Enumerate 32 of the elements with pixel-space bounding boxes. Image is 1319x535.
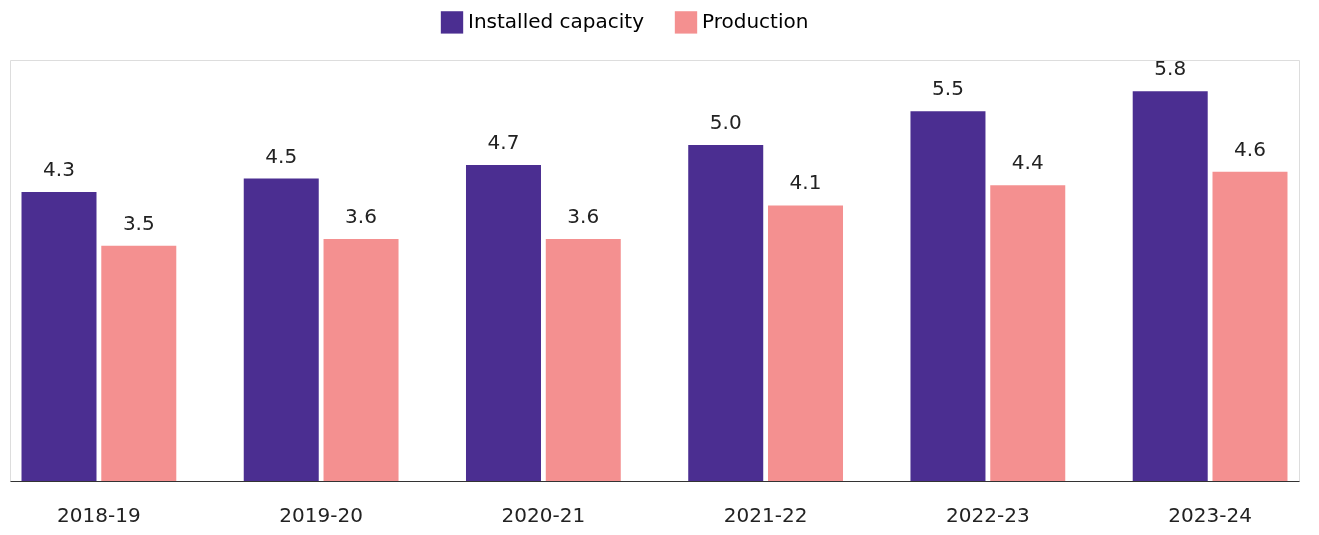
legend-label: Installed capacity <box>468 9 645 34</box>
x-tick-label: 2021-22 <box>723 502 808 527</box>
bar <box>1212 171 1288 481</box>
data-label: 3.6 <box>567 204 600 229</box>
bar <box>323 239 399 481</box>
bar <box>545 239 621 481</box>
data-label: 4.1 <box>789 170 822 195</box>
x-tick-label: 2020-21 <box>501 502 586 527</box>
bar <box>243 178 319 481</box>
legend-label: Production <box>702 9 809 34</box>
data-label: 5.8 <box>1154 56 1187 81</box>
x-tick-label: 2018-19 <box>57 502 141 527</box>
x-tick-label: 2022-23 <box>946 502 1030 527</box>
data-label: 4.5 <box>265 143 298 168</box>
bar <box>21 192 97 481</box>
data-label: 4.4 <box>1011 150 1044 175</box>
data-label: 5.5 <box>932 76 964 101</box>
data-label: 4.7 <box>487 130 520 155</box>
data-label: 4.3 <box>43 157 75 181</box>
bar <box>101 245 177 481</box>
x-tick-label: 2019-20 <box>279 502 363 527</box>
bar <box>910 111 986 481</box>
bar <box>990 185 1066 481</box>
data-label: 3.5 <box>122 210 155 235</box>
data-label: 5.0 <box>709 109 742 134</box>
data-label: 3.6 <box>345 204 377 229</box>
bar <box>1132 91 1208 481</box>
bar <box>465 165 541 481</box>
x-tick-label: 2023-24 <box>1168 502 1252 527</box>
data-label: 4.6 <box>1234 136 1266 161</box>
bar <box>768 205 844 481</box>
bar <box>688 144 764 481</box>
